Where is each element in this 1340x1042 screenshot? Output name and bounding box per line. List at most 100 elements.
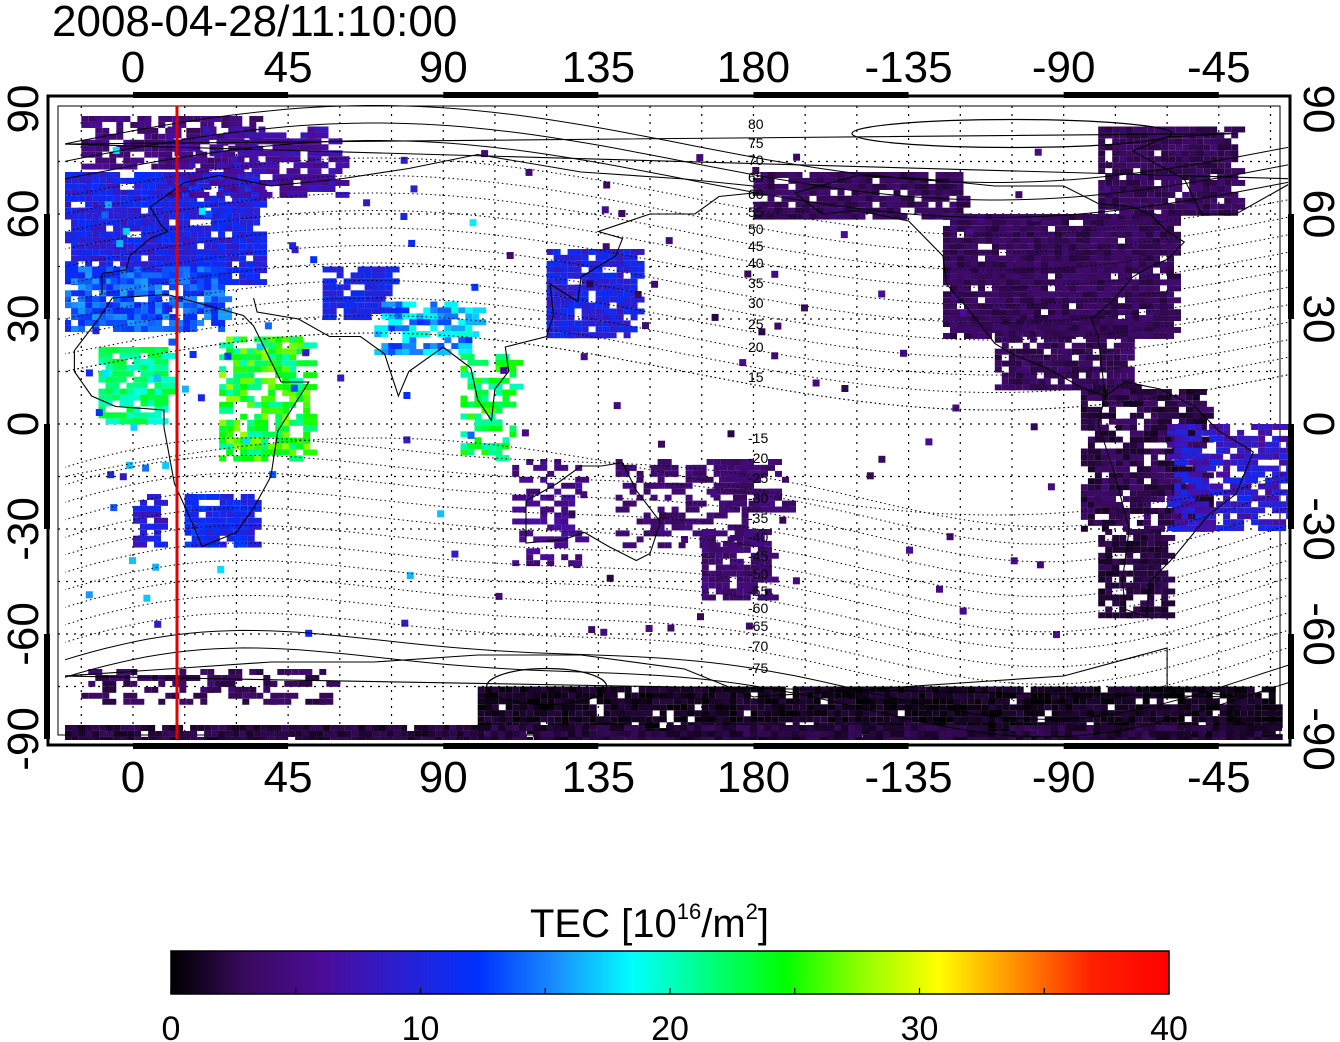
tec-cell xyxy=(935,172,943,178)
tec-cell xyxy=(1140,576,1155,583)
tec-cell xyxy=(1224,209,1232,216)
tec-cell xyxy=(1090,285,1097,292)
tec-cell xyxy=(1147,594,1155,601)
tec-cell xyxy=(474,437,482,444)
tec-cell xyxy=(65,177,72,184)
tec-cell xyxy=(841,698,856,705)
tec-cell xyxy=(1153,214,1160,220)
tec-cell xyxy=(154,347,162,353)
tec-cell xyxy=(1286,441,1288,448)
tec-cell xyxy=(495,407,503,414)
tec-cell xyxy=(1174,429,1189,436)
tec-cell xyxy=(1237,507,1245,514)
tec-cell xyxy=(92,201,100,208)
tec-cell xyxy=(477,710,485,717)
tec-cell xyxy=(685,470,693,477)
tec-cell xyxy=(680,704,688,711)
tec-cell xyxy=(1043,384,1058,391)
tec-cell xyxy=(1300,489,1314,495)
tec-cell xyxy=(239,195,247,202)
tec-cell xyxy=(1272,447,1280,454)
tec-cell xyxy=(546,296,554,303)
tec-cell xyxy=(820,704,828,711)
tec-cell xyxy=(1258,525,1266,532)
tec-cell xyxy=(144,145,152,152)
tec-cell xyxy=(253,201,268,208)
tec-cell xyxy=(622,470,630,477)
tec-cell xyxy=(78,213,86,220)
tec-cell xyxy=(1076,225,1083,232)
tec-cell xyxy=(1080,496,1088,503)
tec-cell xyxy=(165,157,173,164)
tec-cell xyxy=(275,449,283,456)
tec-cell xyxy=(754,500,761,507)
tec-cell xyxy=(1167,219,1181,226)
tec-cell xyxy=(1174,519,1189,526)
tec-cell xyxy=(155,284,163,291)
tec-cell xyxy=(1128,686,1136,693)
tec-cell xyxy=(699,518,714,525)
tec-cell xyxy=(1104,279,1111,286)
tec-cell xyxy=(767,183,775,190)
tec-cell xyxy=(303,443,311,450)
tec-cell xyxy=(862,710,870,717)
tec-cell xyxy=(1230,501,1238,508)
tec-cell xyxy=(950,333,957,339)
tec-cell xyxy=(1247,704,1255,711)
tec-cell xyxy=(1133,535,1141,541)
tec-cell xyxy=(233,455,241,462)
tec-cell xyxy=(1223,459,1231,466)
tec-cell xyxy=(713,464,728,471)
tec-cell xyxy=(1076,261,1083,268)
tec-cell xyxy=(645,686,660,693)
tec-cell xyxy=(1195,483,1210,490)
tec-cell xyxy=(502,443,510,450)
tec-cell xyxy=(279,144,287,151)
tec-cell xyxy=(1147,180,1155,186)
tec-cell xyxy=(254,384,262,391)
tec-cell xyxy=(1041,285,1048,292)
tec-cell xyxy=(1101,484,1109,491)
tec-cell xyxy=(232,249,240,256)
tec-cell xyxy=(141,225,149,232)
tec-cell xyxy=(1132,231,1139,238)
tec-cell xyxy=(1111,309,1118,316)
tec-cell xyxy=(743,529,758,535)
tec-cell xyxy=(1191,728,1199,735)
tec-cell xyxy=(540,518,548,525)
tec-cell xyxy=(1174,441,1189,448)
tec-cell xyxy=(638,692,646,699)
tec-cell xyxy=(1072,686,1080,693)
tec-cell xyxy=(113,225,121,232)
tec-cell xyxy=(1188,447,1203,454)
tec-cell xyxy=(88,122,103,128)
tec-cell xyxy=(233,505,241,512)
tec-cell xyxy=(547,704,555,711)
tec-cell xyxy=(1231,191,1239,198)
tec-cell xyxy=(350,296,365,303)
tec-cell xyxy=(134,255,142,262)
tec-cell xyxy=(240,413,248,420)
tec-cell xyxy=(155,261,163,268)
tec-cell xyxy=(1178,466,1193,473)
tec-cell xyxy=(841,710,849,717)
tec-cell xyxy=(1064,354,1072,361)
tec-cell xyxy=(247,443,255,450)
tec-cell xyxy=(546,326,554,333)
tec-cell xyxy=(216,191,224,198)
tec-cell xyxy=(329,314,337,321)
tec-cell xyxy=(1279,435,1288,442)
tec-cell xyxy=(561,524,576,531)
tec-cell xyxy=(1129,448,1137,455)
tec-cell xyxy=(1037,710,1045,717)
tec-cell xyxy=(1230,441,1238,448)
tec-cell xyxy=(575,536,590,543)
tec-cell xyxy=(992,261,999,268)
tec-cell xyxy=(595,314,603,321)
tec-cell xyxy=(1161,197,1169,204)
tec-cell xyxy=(246,219,254,226)
tec-cell xyxy=(105,347,113,353)
tec-cell xyxy=(133,517,147,524)
tec-cell xyxy=(212,535,220,542)
tec-cell xyxy=(190,320,198,326)
